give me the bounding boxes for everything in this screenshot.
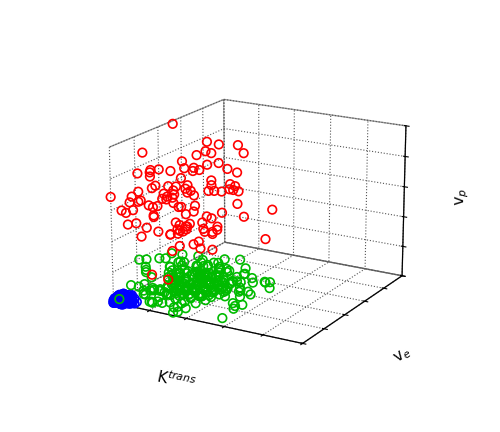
- X-axis label: K$^{trans}$: K$^{trans}$: [155, 366, 198, 393]
- Y-axis label: v$_e$: v$_e$: [391, 344, 414, 367]
